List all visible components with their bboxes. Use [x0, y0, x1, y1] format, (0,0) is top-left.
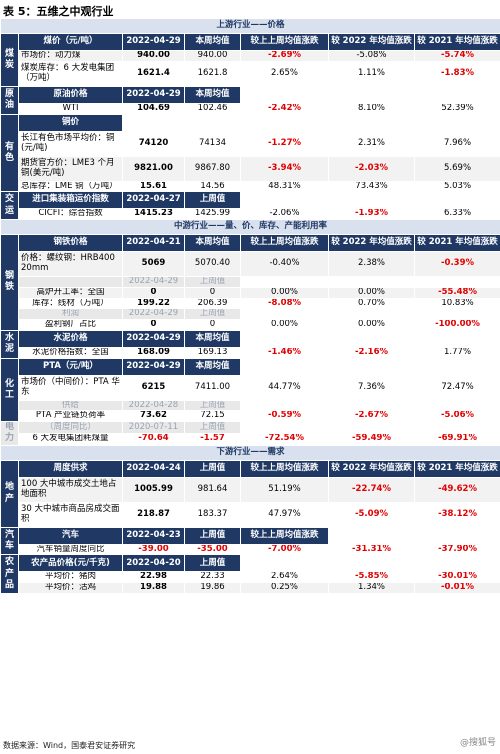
table-row: 高炉开工率：全国 0 0 0.00% 0.00% -55.48%: [1, 286, 500, 299]
category-coal: 煤炭: [0, 33, 19, 87]
table-row: 煤炭库存：6 大发电集团（万吨） 1621.4 1621.8 2.65% 1.1…: [1, 60, 500, 87]
category-transport: 交运: [0, 191, 19, 221]
table-row: 平均价：活鸡 19.88 19.86 0.25% 1.34% -0.01%: [1, 582, 500, 594]
category-agriculture: 农产品: [0, 554, 19, 594]
power-header-row: 电力 （周度同比） 2020-07-11 上周值: [0, 421, 500, 446]
table-row: 期货官方价：LME3 个月铜(美元/吨) 9821.00 9867.80 -3.…: [1, 155, 500, 182]
table-row: 30 大中城市商品房成交面积 218.87 183.37 47.97% -5.0…: [1, 501, 500, 528]
table-row: 市场价：动力煤 940.00 940.00 -2.69% -5.08% -5.7…: [1, 50, 500, 62]
cement-header-row: 水泥 水泥价格 2022-04-29 本周均值: [0, 329, 500, 359]
table-row: 市场价（中间价）：PTA 华东 6215 7411.00 44.77% 7.36…: [1, 374, 500, 401]
category-steel: 钢铁: [0, 234, 19, 331]
table-row: 水泥价格指数：全国 168.09 169.13 -1.46% -2.16% 1.…: [1, 346, 500, 359]
table-row: 总库存：LME 铜（万吨） 15.61 14.56 48.31% 73.43% …: [1, 180, 500, 193]
steel-profit-header-row: 利润 2022-04-29 上周值: [1, 308, 500, 321]
oil-header-row: 原油 原油价格 2022-04-29 本周均值: [0, 85, 500, 115]
realestate-header-row: 地产 周度供求 2022-04-24 上周值 较上上周均值涨跌 较 2022 年…: [0, 459, 500, 528]
coal-header-row: 煤炭 煤价（元/吨） 2022-04-29 本周均值 较上上周均值涨跌 较 20…: [0, 33, 500, 87]
table-title: 表 5：五维之中观行业: [3, 5, 114, 18]
chem-header-row: 化工 PTA（元/吨） 2022-04-29 本周均值: [0, 357, 500, 423]
category-nonferrous: 有色: [0, 113, 19, 193]
table-row: 库存：线材（万吨） 199.22 206.39 -8.08% 0.70% 10.…: [1, 297, 500, 310]
category-oil: 原油: [0, 85, 19, 115]
section-header-upstream: 上游行业——价格: [0, 18, 500, 34]
table-row: 6 大发电集团耗煤量 -70.64 -1.57 -72.54% -59.49% …: [1, 432, 500, 446]
section-header-midstream: 中游行业——量、价、库存、产能利用率: [0, 219, 500, 236]
category-chemical: 化工: [0, 357, 19, 423]
chem-supply-header-row: 供给 2022-04-28 上周值: [1, 399, 500, 412]
shipping-header-row: 交运 进口集装箱运价指数 2022-04-27 上周值: [0, 191, 500, 221]
table-row: CICFI：综合指数 1415.23 1425.99 -2.06% -1.93%…: [1, 208, 500, 221]
steel-header-row: 钢铁 钢铁价格 2022-04-21 本周均值 较上上周均值涨跌 较 2022 …: [0, 234, 500, 331]
table-row: 长江有色市场平均价：铜(元/吨) 74120 74134 -1.27% 2.31…: [1, 130, 500, 157]
table-row: WTI 104.69 102.46 -2.42% 8.10% 52.39%: [1, 102, 500, 115]
table-row: 盈利钢厂占比 0 0 0.00% 0.00% -100.00%: [1, 319, 500, 331]
industry-table: 上游行业——价格 煤炭 煤价（元/吨） 2022-04-29 本周均值 较上上周…: [0, 18, 500, 594]
table-row: 平均价：猪肉 22.98 22.33 2.64% -5.85% -30.01%: [1, 571, 500, 584]
category-auto: 汽车: [0, 526, 19, 556]
section-header-downstream: 下游行业——需求: [0, 444, 500, 461]
source-note: 数据来源：Wind，国泰君安证券研究: [3, 741, 136, 750]
category-cement: 水泥: [0, 329, 19, 359]
category-realestate: 地产: [0, 459, 19, 528]
agri-header-row: 农产品 农产品价格(元/千克) 2022-04-20 上周值: [0, 554, 500, 594]
watermark: @搜狐号: [459, 738, 496, 748]
steel-subheader-row: 2022-04-29 上周值: [1, 276, 500, 288]
table-row: 100 大中城市成交土地占地面积 1005.99 981.64 51.19% -…: [1, 476, 500, 503]
copper-header-row: 有色 铜价: [0, 113, 500, 193]
auto-header-row: 汽车 汽车 2022-04-23 上周值 较上上周均值涨跌: [0, 526, 500, 556]
category-power: 电力: [0, 421, 19, 446]
table-row: PTA 产业链负荷率 73.62 72.15 -0.59% -2.67% -5.…: [1, 410, 500, 423]
table-row: 价格：螺纹钢：HRB400 20mm 5069 5070.40 -0.40% 2…: [1, 251, 500, 278]
table-row: 汽车销量周度同比 -39.00 -35.00 -7.00% -31.31% -3…: [1, 543, 500, 556]
